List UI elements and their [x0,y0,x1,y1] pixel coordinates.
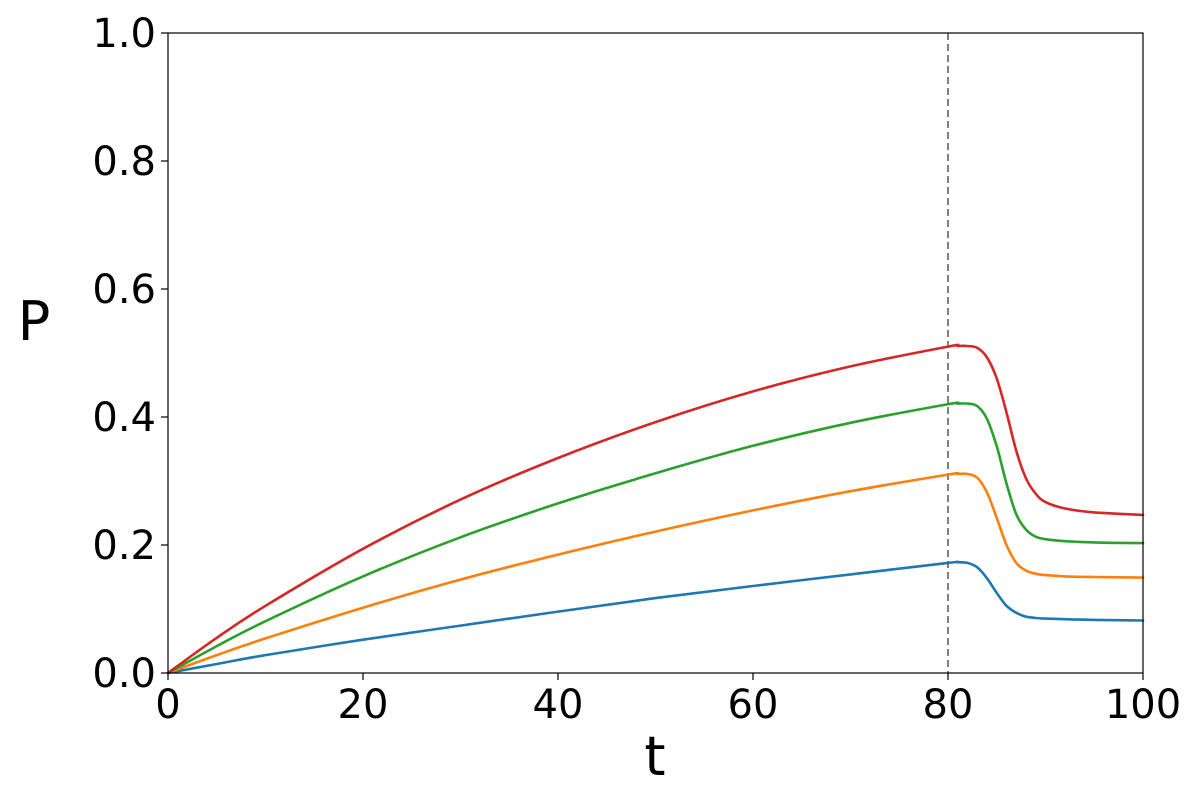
y-tick-label: 0.8 [92,139,156,185]
x-axis: 0 20 40 60 80 100 [155,673,1181,728]
x-tick-label: 40 [533,682,584,728]
y-tick-label: 1.0 [92,11,156,57]
y-tick-label: 0.2 [92,523,156,569]
x-axis-label: t [644,725,665,788]
y-tick-label: 0.0 [92,651,156,697]
series-line-1 [166,560,1145,675]
series-line-2 [166,471,1145,675]
x-tick-label: 100 [1105,682,1181,728]
x-tick-label: 60 [728,682,779,728]
series-line-3 [166,401,1145,675]
plot-frame [167,32,1144,674]
series-line-4 [166,343,1145,675]
x-tick-label: 80 [923,682,974,728]
y-axis: 0.0 0.2 0.4 0.6 0.8 1.0 [92,11,168,697]
y-tick-label: 0.6 [92,267,156,313]
y-axis-label: P [18,290,51,353]
x-tick-label: 20 [338,682,389,728]
y-tick-label: 0.4 [92,395,156,441]
x-tick-label: 0 [155,682,180,728]
plot-lines [166,33,1145,675]
